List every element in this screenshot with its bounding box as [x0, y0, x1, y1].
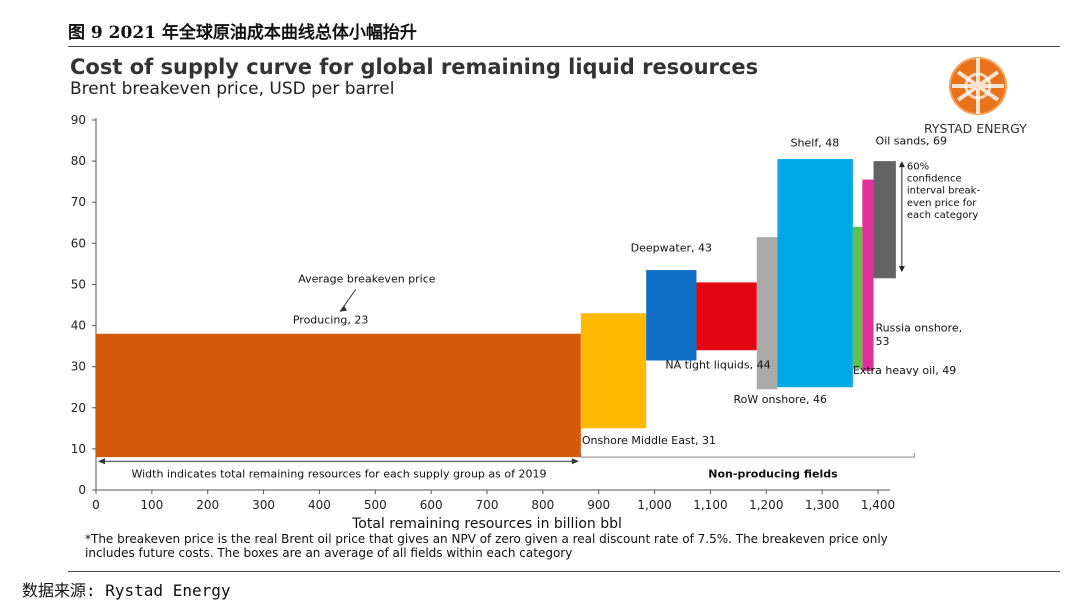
y-tick-label: 30 — [71, 360, 86, 374]
cost-box — [580, 313, 647, 429]
confidence-arrow-top — [898, 161, 905, 168]
figure-caption: 图 9 2021 年全球原油成本曲线总体小幅抬升 — [68, 23, 417, 43]
cost-box — [756, 237, 778, 390]
average-arrow-head — [340, 305, 348, 312]
box-label: Deepwater, 43 — [631, 242, 712, 255]
cost-box — [646, 270, 697, 361]
y-tick-label: 20 — [71, 401, 86, 415]
x-tick-label: 1,000 — [637, 498, 671, 512]
x-tick-label: 700 — [476, 498, 499, 512]
chart-title: Cost of supply curve for global remainin… — [70, 55, 759, 79]
box-labels: Producing, 23 Onshore Middle East, 31 Deep… — [293, 135, 962, 447]
box-label: Extra heavy oil, 49 — [853, 364, 956, 377]
x-tick-label: 300 — [252, 498, 275, 512]
cost-box — [696, 282, 757, 351]
boxes — [96, 159, 896, 458]
y-tick-label: 60 — [71, 236, 86, 250]
confidence-annotation: interval break- — [907, 186, 981, 197]
width-annotation: Width indicates total remaining resource… — [131, 467, 546, 480]
figure-frame — [68, 46, 1060, 572]
non-producing-bracket — [580, 453, 915, 458]
box-label: Producing, 23 — [293, 314, 368, 327]
cost-box — [873, 161, 896, 279]
box-label: NA tight liquids, 44 — [665, 359, 770, 372]
x-tick-label: 600 — [420, 498, 443, 512]
x-tick-label: 500 — [364, 498, 387, 512]
width-arrow-left — [98, 458, 105, 465]
non-producing-label: Non-producing fields — [708, 467, 838, 480]
x-tick-label: 200 — [196, 498, 219, 512]
x-tick-label: 900 — [587, 498, 610, 512]
box-label: Russia onshore, — [876, 322, 963, 335]
box-label: 53 — [876, 335, 890, 348]
average-annotation: Average breakeven price — [298, 272, 436, 285]
x-tick-label: 1,400 — [861, 498, 895, 512]
annotations: Average breakeven price Width indicates t… — [98, 161, 980, 480]
cost-box — [96, 333, 581, 458]
cost-box — [862, 179, 874, 371]
footnote-line: includes future costs. The boxes are an … — [85, 546, 573, 560]
footnote-line: *The breakeven price is the real Brent o… — [85, 532, 888, 546]
x-tick-label: 1,200 — [749, 498, 783, 512]
source-note: 数据来源: Rystad Energy — [22, 581, 231, 600]
box-label: Onshore Middle East, 31 — [582, 434, 716, 447]
y-tick-label: 90 — [71, 113, 86, 127]
x-tick-label: 400 — [308, 498, 331, 512]
y-tick-label: 80 — [71, 154, 86, 168]
chart-subtitle: Brent breakeven price, USD per barrel — [70, 79, 395, 99]
x-tick-label: 800 — [531, 498, 554, 512]
confidence-annotation: each category — [907, 210, 979, 221]
confidence-annotation: confidence — [907, 174, 962, 185]
cost-box — [777, 159, 853, 388]
width-arrow-right — [571, 458, 579, 465]
confidence-annotation: 60% — [907, 161, 929, 172]
x-tick-label: 1,100 — [693, 498, 727, 512]
x-axis-title: Total remaining resources in billion bbl — [351, 516, 622, 530]
rystad-globe-icon — [949, 57, 1007, 115]
box-label: Shelf, 48 — [791, 137, 840, 150]
y-tick-label: 0 — [78, 483, 86, 497]
y-tick-label: 40 — [71, 319, 86, 333]
x-tick-label: 1,300 — [805, 498, 839, 512]
x-tick-label: 0 — [92, 498, 100, 512]
y-tick-label: 10 — [71, 442, 86, 456]
x-tick-label: 100 — [140, 498, 163, 512]
confidence-annotation: even price for — [907, 198, 977, 209]
box-label: Oil sands, 69 — [876, 135, 947, 148]
confidence-arrow-bottom — [898, 266, 905, 273]
y-tick-label: 70 — [71, 195, 86, 209]
box-label: RoW onshore, 46 — [734, 393, 827, 406]
y-tick-label: 50 — [71, 277, 86, 291]
cost-box — [852, 226, 863, 369]
logo-text: RYSTAD ENERGY — [924, 121, 1027, 136]
footnote: *The breakeven price is the real Brent o… — [85, 532, 1045, 560]
